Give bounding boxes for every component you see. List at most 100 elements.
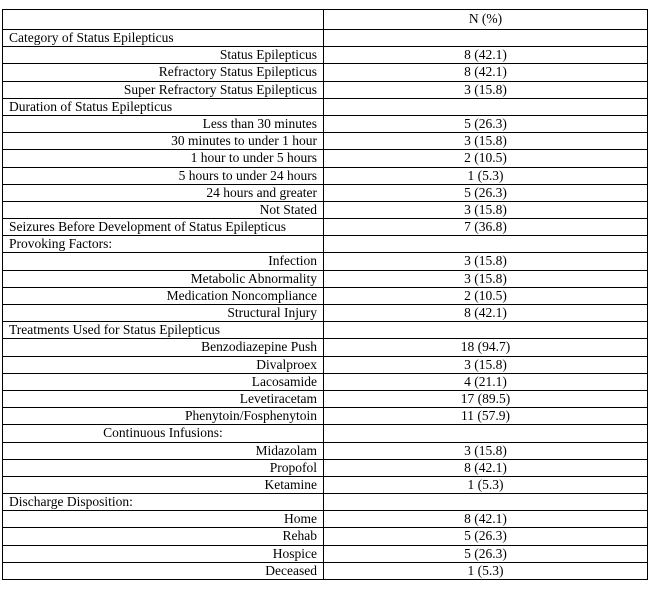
- row-value: [323, 97, 648, 116]
- row-label: Continuous Infusions:: [2, 424, 324, 443]
- table-row-item: Levetiracetam 17 (89.5): [2, 389, 648, 409]
- row-label: Deceased: [2, 561, 324, 581]
- row-value: 3 (15.8): [323, 441, 648, 460]
- page-body: N (%) Category of Status Epilepticus Sta…: [2, 9, 648, 581]
- row-label: Structural Injury: [2, 303, 324, 323]
- table-row-item: Ketamine 1 (5.3): [2, 475, 648, 495]
- table-row-item: Benzodiazepine Push 18 (94.7): [2, 338, 648, 357]
- row-value: 5 (26.3): [323, 183, 648, 202]
- table-row-item: Home 8 (42.1): [2, 510, 648, 529]
- row-value: 2 (10.5): [323, 149, 648, 168]
- row-value: 1 (5.3): [323, 475, 648, 495]
- row-label: Midazolam: [2, 441, 324, 460]
- table-row-section: Duration of Status Epilepticus: [2, 97, 648, 116]
- row-value: 18 (94.7): [323, 338, 648, 357]
- table-row-subsection: Continuous Infusions:: [2, 424, 648, 443]
- row-label: Metabolic Abnormality: [2, 269, 324, 288]
- row-label: Not Stated: [2, 200, 324, 220]
- table-row-item: Infection 3 (15.8): [2, 252, 648, 271]
- row-label: Provoking Factors:: [2, 235, 324, 254]
- row-value: 17 (89.5): [323, 389, 648, 409]
- header-row: N (%): [2, 9, 648, 30]
- row-value: 5 (26.3): [323, 114, 648, 134]
- table-row-item: Metabolic Abnormality 3 (15.8): [2, 269, 648, 288]
- table-row-item: 1 hour to under 5 hours 2 (10.5): [2, 149, 648, 168]
- table-row-item: Medication Noncompliance 2 (10.5): [2, 286, 648, 306]
- row-label: Divalproex: [2, 355, 324, 374]
- table-row-item: Lacosamide 4 (21.1): [2, 372, 648, 391]
- header-label-column: [2, 9, 324, 30]
- row-value: 11 (57.9): [323, 407, 648, 426]
- row-label: Seizures Before Development of Status Ep…: [2, 218, 324, 237]
- table-row-item: Hospice 5 (26.3): [2, 544, 648, 563]
- row-label: 1 hour to under 5 hours: [2, 149, 324, 168]
- table-row-item: Not Stated 3 (15.8): [2, 200, 648, 220]
- table-row-item: Midazolam 3 (15.8): [2, 441, 648, 460]
- row-value: 3 (15.8): [323, 355, 648, 374]
- row-label: Phenytoin/Fosphenytoin: [2, 407, 324, 426]
- table-row-item: 5 hours to under 24 hours 1 (5.3): [2, 166, 648, 185]
- row-value: [323, 321, 648, 340]
- row-label: Category of Status Epilepticus: [2, 28, 324, 48]
- table-row-section: Category of Status Epilepticus: [2, 28, 648, 48]
- table-row-item: Rehab 5 (26.3): [2, 527, 648, 546]
- row-label: Less than 30 minutes: [2, 114, 324, 134]
- row-label: Ketamine: [2, 475, 324, 495]
- row-label: Home: [2, 510, 324, 529]
- table-row-item: Phenytoin/Fosphenytoin 11 (57.9): [2, 407, 648, 426]
- row-value: 1 (5.3): [323, 561, 648, 581]
- row-label: Duration of Status Epilepticus: [2, 97, 324, 116]
- row-value: 8 (42.1): [323, 510, 648, 529]
- table-row-section: Provoking Factors:: [2, 235, 648, 254]
- row-value: 3 (15.8): [323, 132, 648, 151]
- table-row-item: Super Refractory Status Epilepticus 3 (1…: [2, 80, 648, 99]
- row-label: Discharge Disposition:: [2, 493, 324, 512]
- status-epilepticus-table: N (%) Category of Status Epilepticus Sta…: [2, 9, 648, 581]
- row-value: 7 (36.8): [323, 218, 648, 237]
- table-row-item: Structural Injury 8 (42.1): [2, 303, 648, 323]
- row-value: 3 (15.8): [323, 80, 648, 99]
- row-value: 8 (42.1): [323, 303, 648, 323]
- row-value: 5 (26.3): [323, 527, 648, 546]
- table-row-item: 30 minutes to under 1 hour 3 (15.8): [2, 132, 648, 151]
- table-body: Category of Status Epilepticus Status Ep…: [2, 28, 648, 581]
- row-label: Rehab: [2, 527, 324, 546]
- table-row-item: Less than 30 minutes 5 (26.3): [2, 114, 648, 134]
- row-label: Levetiracetam: [2, 389, 324, 409]
- table-row-item: Propofol 8 (42.1): [2, 458, 648, 477]
- row-label: Medication Noncompliance: [2, 286, 324, 306]
- row-value: [323, 235, 648, 254]
- row-label: Propofol: [2, 458, 324, 477]
- row-value: 8 (42.1): [323, 46, 648, 65]
- row-value: 3 (15.8): [323, 252, 648, 271]
- row-label: Status Epilepticus: [2, 46, 324, 65]
- row-label: Benzodiazepine Push: [2, 338, 324, 357]
- table-row-section: Treatments Used for Status Epilepticus: [2, 321, 648, 340]
- row-value: 8 (42.1): [323, 63, 648, 82]
- row-value: 2 (10.5): [323, 286, 648, 306]
- row-value: [323, 28, 648, 48]
- table-row-item: Status Epilepticus 8 (42.1): [2, 46, 648, 65]
- table-row-section: Seizures Before Development of Status Ep…: [2, 218, 648, 237]
- row-value: [323, 493, 648, 512]
- row-label: Refractory Status Epilepticus: [2, 63, 324, 82]
- row-label: Infection: [2, 252, 324, 271]
- row-label: Hospice: [2, 544, 324, 563]
- row-value: 1 (5.3): [323, 166, 648, 185]
- row-label: Super Refractory Status Epilepticus: [2, 80, 324, 99]
- row-value: 4 (21.1): [323, 372, 648, 391]
- table-row-item: 24 hours and greater 5 (26.3): [2, 183, 648, 202]
- row-label: 30 minutes to under 1 hour: [2, 132, 324, 151]
- header-value-column: N (%): [323, 9, 648, 30]
- row-value: 3 (15.8): [323, 269, 648, 288]
- table-row-item: Divalproex 3 (15.8): [2, 355, 648, 374]
- row-label: 5 hours to under 24 hours: [2, 166, 324, 185]
- row-label: Treatments Used for Status Epilepticus: [2, 321, 324, 340]
- row-value: 5 (26.3): [323, 544, 648, 563]
- row-label: 24 hours and greater: [2, 183, 324, 202]
- table-row-item: Refractory Status Epilepticus 8 (42.1): [2, 63, 648, 82]
- table-row-item: Deceased 1 (5.3): [2, 561, 648, 581]
- row-value: 3 (15.8): [323, 200, 648, 220]
- row-value: 8 (42.1): [323, 458, 648, 477]
- table-header: N (%): [2, 9, 648, 30]
